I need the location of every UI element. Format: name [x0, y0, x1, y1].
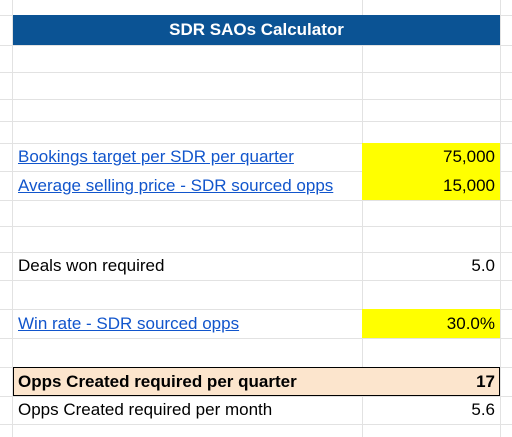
col-line — [362, 0, 363, 437]
link[interactable]: Win rate - SDR sourced opps — [18, 313, 240, 333]
input-value[interactable]: 75,000 — [362, 143, 500, 171]
input-value[interactable]: 30.0% — [362, 309, 500, 338]
row-line — [0, 280, 512, 281]
input-value[interactable]: 15,000 — [362, 171, 500, 200]
col-line — [12, 0, 13, 437]
label: Opps Created required per month — [18, 400, 273, 419]
row-line — [0, 171, 512, 172]
link[interactable]: Bookings target per SDR per quarter — [18, 147, 294, 166]
label: Average selling price - SDR sourced opps — [13, 171, 362, 200]
row-line — [0, 309, 512, 310]
value: 5.0 — [471, 256, 495, 275]
row-line — [0, 396, 512, 397]
label: Deals won required — [18, 256, 165, 275]
value: 5.6 — [471, 400, 495, 419]
highlight-row — [13, 367, 500, 396]
row-line — [0, 45, 512, 46]
label: Bookings target per SDR per quarter — [13, 143, 362, 171]
title: SDR SAOs Calculator — [13, 15, 500, 45]
label: Win rate - SDR sourced opps — [13, 309, 362, 338]
row-line — [0, 252, 512, 253]
row-line — [0, 226, 512, 227]
label: Opps Created required per quarter — [18, 371, 297, 391]
row-line — [0, 121, 512, 122]
row-line — [0, 338, 512, 339]
row-line — [0, 424, 512, 425]
row-line — [0, 143, 512, 144]
link[interactable]: Average selling price - SDR sourced opps — [18, 175, 334, 195]
row-line — [0, 99, 512, 100]
col-line — [500, 0, 501, 437]
row-line — [0, 200, 512, 201]
row-line — [0, 72, 512, 73]
value: 17 — [476, 371, 495, 391]
